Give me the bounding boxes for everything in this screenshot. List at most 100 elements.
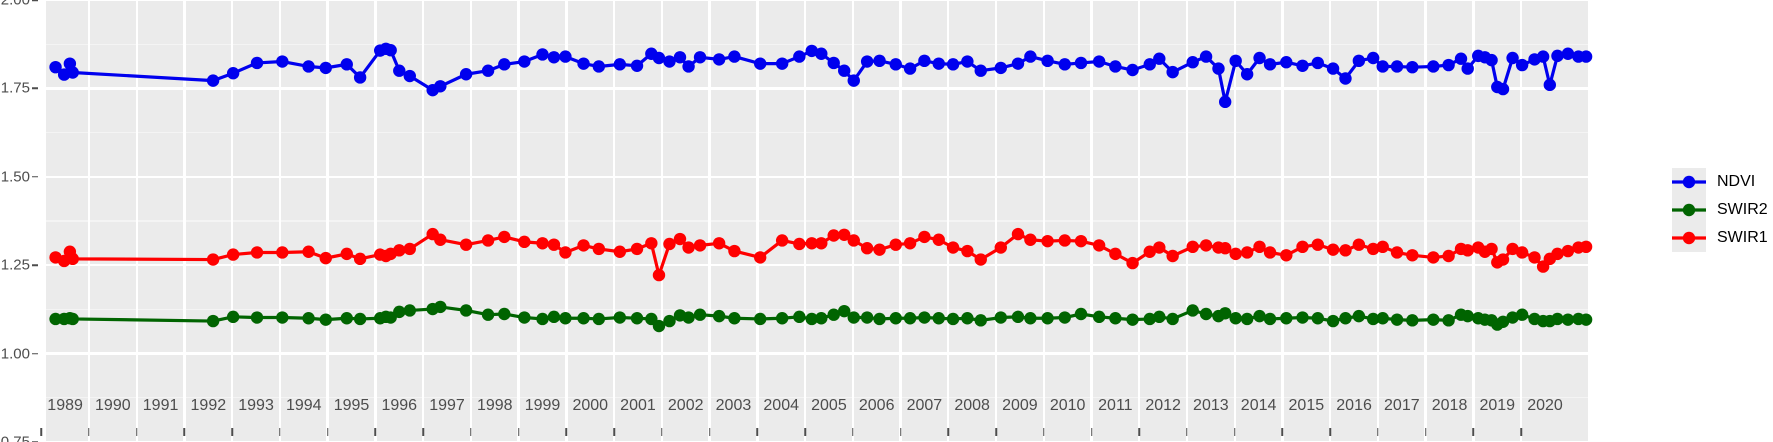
data-point — [613, 58, 627, 71]
data-point — [1461, 309, 1474, 323]
series-swir1 — [49, 227, 1593, 282]
data-point — [860, 55, 874, 68]
data-point — [1253, 240, 1266, 254]
data-point — [1240, 68, 1254, 81]
data-point — [1485, 242, 1498, 256]
data-point — [1427, 251, 1440, 264]
data-point — [889, 58, 902, 71]
data-point — [630, 59, 644, 72]
data-point — [353, 71, 367, 84]
data-point — [663, 314, 676, 328]
grid-line-vertical — [1329, 0, 1332, 442]
data-point — [1092, 55, 1106, 68]
data-point — [206, 74, 220, 87]
data-point — [682, 311, 695, 324]
x-axis-tick-mark — [804, 428, 806, 436]
data-point — [1143, 245, 1156, 258]
data-point — [693, 308, 707, 321]
data-point — [206, 253, 220, 266]
grid-line-vertical — [1376, 0, 1380, 442]
data-point — [353, 312, 367, 326]
data-point — [805, 312, 818, 326]
data-point — [918, 230, 931, 244]
x-axis-tick-label: 2007 — [906, 397, 943, 414]
data-point — [1186, 304, 1199, 317]
legend-item-ndvi[interactable]: NDVI — [1672, 168, 1773, 196]
data-point — [1041, 54, 1054, 68]
data-point — [518, 235, 531, 249]
x-axis-tick-mark — [756, 428, 759, 436]
x-axis-tick-label: 2018 — [1431, 397, 1468, 414]
data-point — [434, 233, 447, 246]
data-point — [459, 238, 473, 251]
x-axis-tick-mark — [231, 428, 233, 436]
data-point — [1240, 312, 1254, 326]
data-point — [712, 309, 726, 323]
y-axis-tick-mark — [32, 176, 38, 178]
data-point — [481, 308, 495, 321]
data-point — [946, 312, 960, 326]
data-point — [1461, 62, 1474, 75]
data-point — [302, 245, 315, 258]
data-point — [1506, 311, 1519, 324]
data-point — [682, 241, 695, 254]
data-point — [1041, 234, 1054, 248]
grid-line-horizontal-minor — [46, 131, 1588, 134]
grid-line-horizontal — [46, 175, 1588, 178]
data-point — [753, 251, 767, 264]
grid-line-vertical — [851, 0, 854, 442]
data-point — [932, 233, 945, 246]
data-point — [518, 55, 531, 68]
grid-line-horizontal — [46, 440, 1588, 442]
x-axis-tick-mark — [279, 428, 281, 436]
data-point — [49, 312, 62, 326]
data-point — [728, 312, 741, 325]
data-point — [1280, 56, 1293, 69]
legend-key-swatch — [1672, 224, 1706, 252]
x-axis-tick-label: 2014 — [1240, 397, 1277, 414]
data-point — [1218, 242, 1232, 255]
data-point — [434, 80, 447, 93]
data-point — [753, 312, 767, 326]
data-point — [498, 307, 511, 321]
y-axis-tick-label: 1.25 — [0, 256, 30, 274]
data-point — [547, 238, 561, 251]
data-point — [889, 238, 902, 251]
data-point — [630, 312, 644, 325]
x-axis-tick-mark — [183, 428, 186, 436]
data-point — [319, 313, 332, 326]
legend-item-swir1[interactable]: SWIR1 — [1672, 224, 1773, 252]
data-point — [961, 244, 974, 258]
legend-key-swatch — [1672, 168, 1706, 196]
data-point — [1406, 314, 1419, 327]
data-point — [577, 312, 590, 325]
x-axis-tick-label: 1996 — [381, 397, 418, 414]
x-axis-tick-label: 2017 — [1384, 397, 1420, 414]
data-point — [353, 252, 367, 266]
data-point — [1212, 62, 1225, 75]
data-point — [1442, 58, 1455, 72]
legend-item-swir2[interactable]: SWIR2 — [1672, 196, 1773, 224]
grid-line-vertical — [756, 0, 759, 442]
data-point — [481, 64, 495, 77]
data-point — [49, 60, 62, 74]
data-point — [903, 62, 917, 75]
data-point — [1506, 242, 1519, 256]
data-point — [815, 237, 828, 250]
grid-line-vertical — [135, 0, 138, 442]
data-point — [592, 242, 606, 256]
x-axis-tick-mark — [995, 428, 997, 436]
data-point — [393, 64, 406, 77]
data-point — [1528, 251, 1541, 264]
data-point — [1515, 58, 1529, 72]
data-point — [1561, 313, 1575, 326]
data-point — [319, 251, 332, 265]
grid-line-vertical — [1519, 0, 1523, 442]
legend-key-swatch — [1672, 196, 1706, 224]
data-point — [1199, 50, 1213, 63]
x-axis-tick-label: 2004 — [763, 397, 799, 414]
data-point — [903, 312, 917, 325]
data-point — [1366, 51, 1380, 65]
legend-label: SWIR1 — [1717, 229, 1768, 246]
data-point — [1126, 256, 1139, 270]
